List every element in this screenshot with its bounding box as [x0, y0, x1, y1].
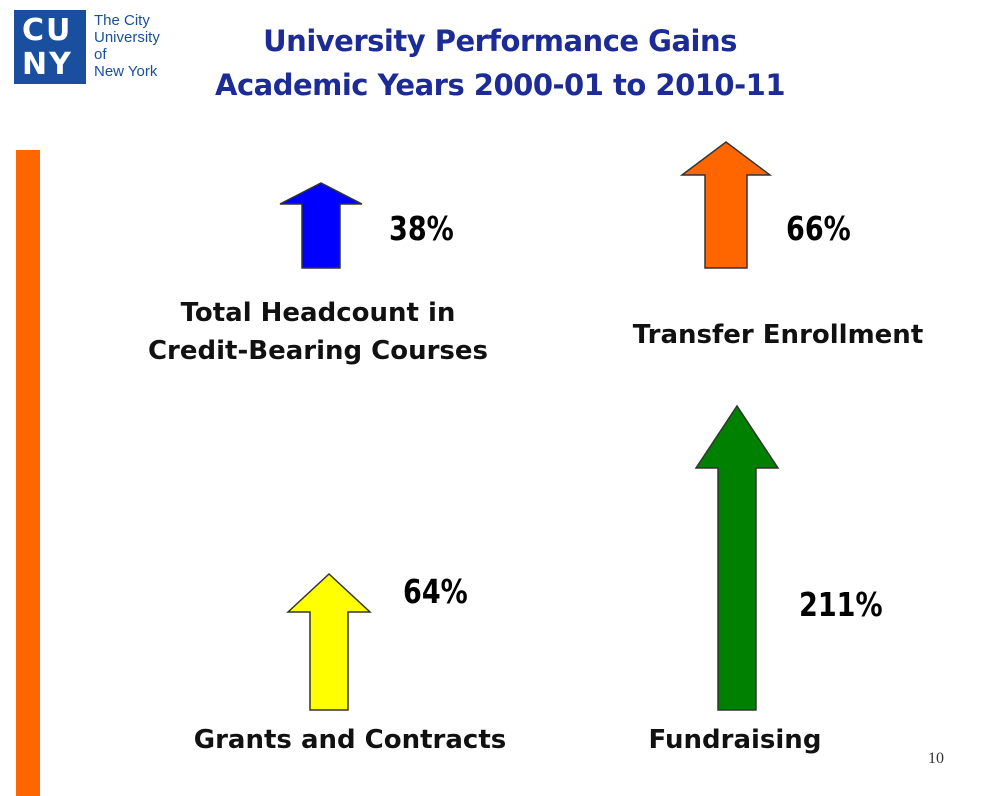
logo-text-line: of	[94, 46, 107, 63]
fundraising-value: 211%	[799, 585, 883, 624]
headcount-arrow-up-icon	[279, 182, 363, 269]
grants-label: Grants and Contracts	[150, 721, 550, 759]
headcount-label-line: Total Headcount in	[180, 298, 456, 328]
cuny-logo-text: The City University of New York	[94, 12, 160, 80]
cuny-logo: CU NY The City University of New York	[14, 10, 164, 88]
page-number: 10	[928, 750, 944, 767]
page-title-line2: Academic Years 2000-01 to 2010-11	[215, 68, 786, 102]
fundraising-arrow-up-icon	[694, 404, 780, 711]
accent-sidebar-bar	[16, 150, 40, 796]
headcount-label: Total Headcount in Credit-Bearing Course…	[118, 294, 518, 370]
grants-arrow-up-icon	[286, 572, 372, 711]
logo-mark-line2: NY	[22, 47, 73, 82]
logo-text-line: The City	[94, 12, 150, 29]
headcount-arrow-shape	[279, 182, 363, 269]
transfer-arrow-up-icon	[680, 141, 772, 269]
fundraising-label-line: Fundraising	[648, 725, 822, 755]
transfer-label-line: Transfer Enrollment	[632, 320, 924, 350]
headcount-label-line: Credit-Bearing Courses	[147, 336, 489, 366]
transfer-arrow-shape	[680, 141, 772, 269]
grants-arrow-shape	[286, 572, 372, 711]
page-title-line1: University Performance Gains	[263, 24, 737, 58]
logo-text-line: New York	[94, 63, 158, 80]
transfer-label: Transfer Enrollment	[578, 316, 978, 354]
cuny-logo-mark: CU NY	[14, 10, 86, 84]
fundraising-label: Fundraising	[560, 721, 910, 759]
transfer-value: 66%	[786, 209, 851, 248]
grants-value: 64%	[403, 572, 468, 611]
logo-text-line: University	[94, 29, 160, 46]
grants-label-line: Grants and Contracts	[193, 725, 507, 755]
fundraising-arrow-shape	[694, 404, 780, 711]
logo-mark-line1: CU	[22, 13, 73, 48]
headcount-value: 38%	[389, 209, 454, 248]
